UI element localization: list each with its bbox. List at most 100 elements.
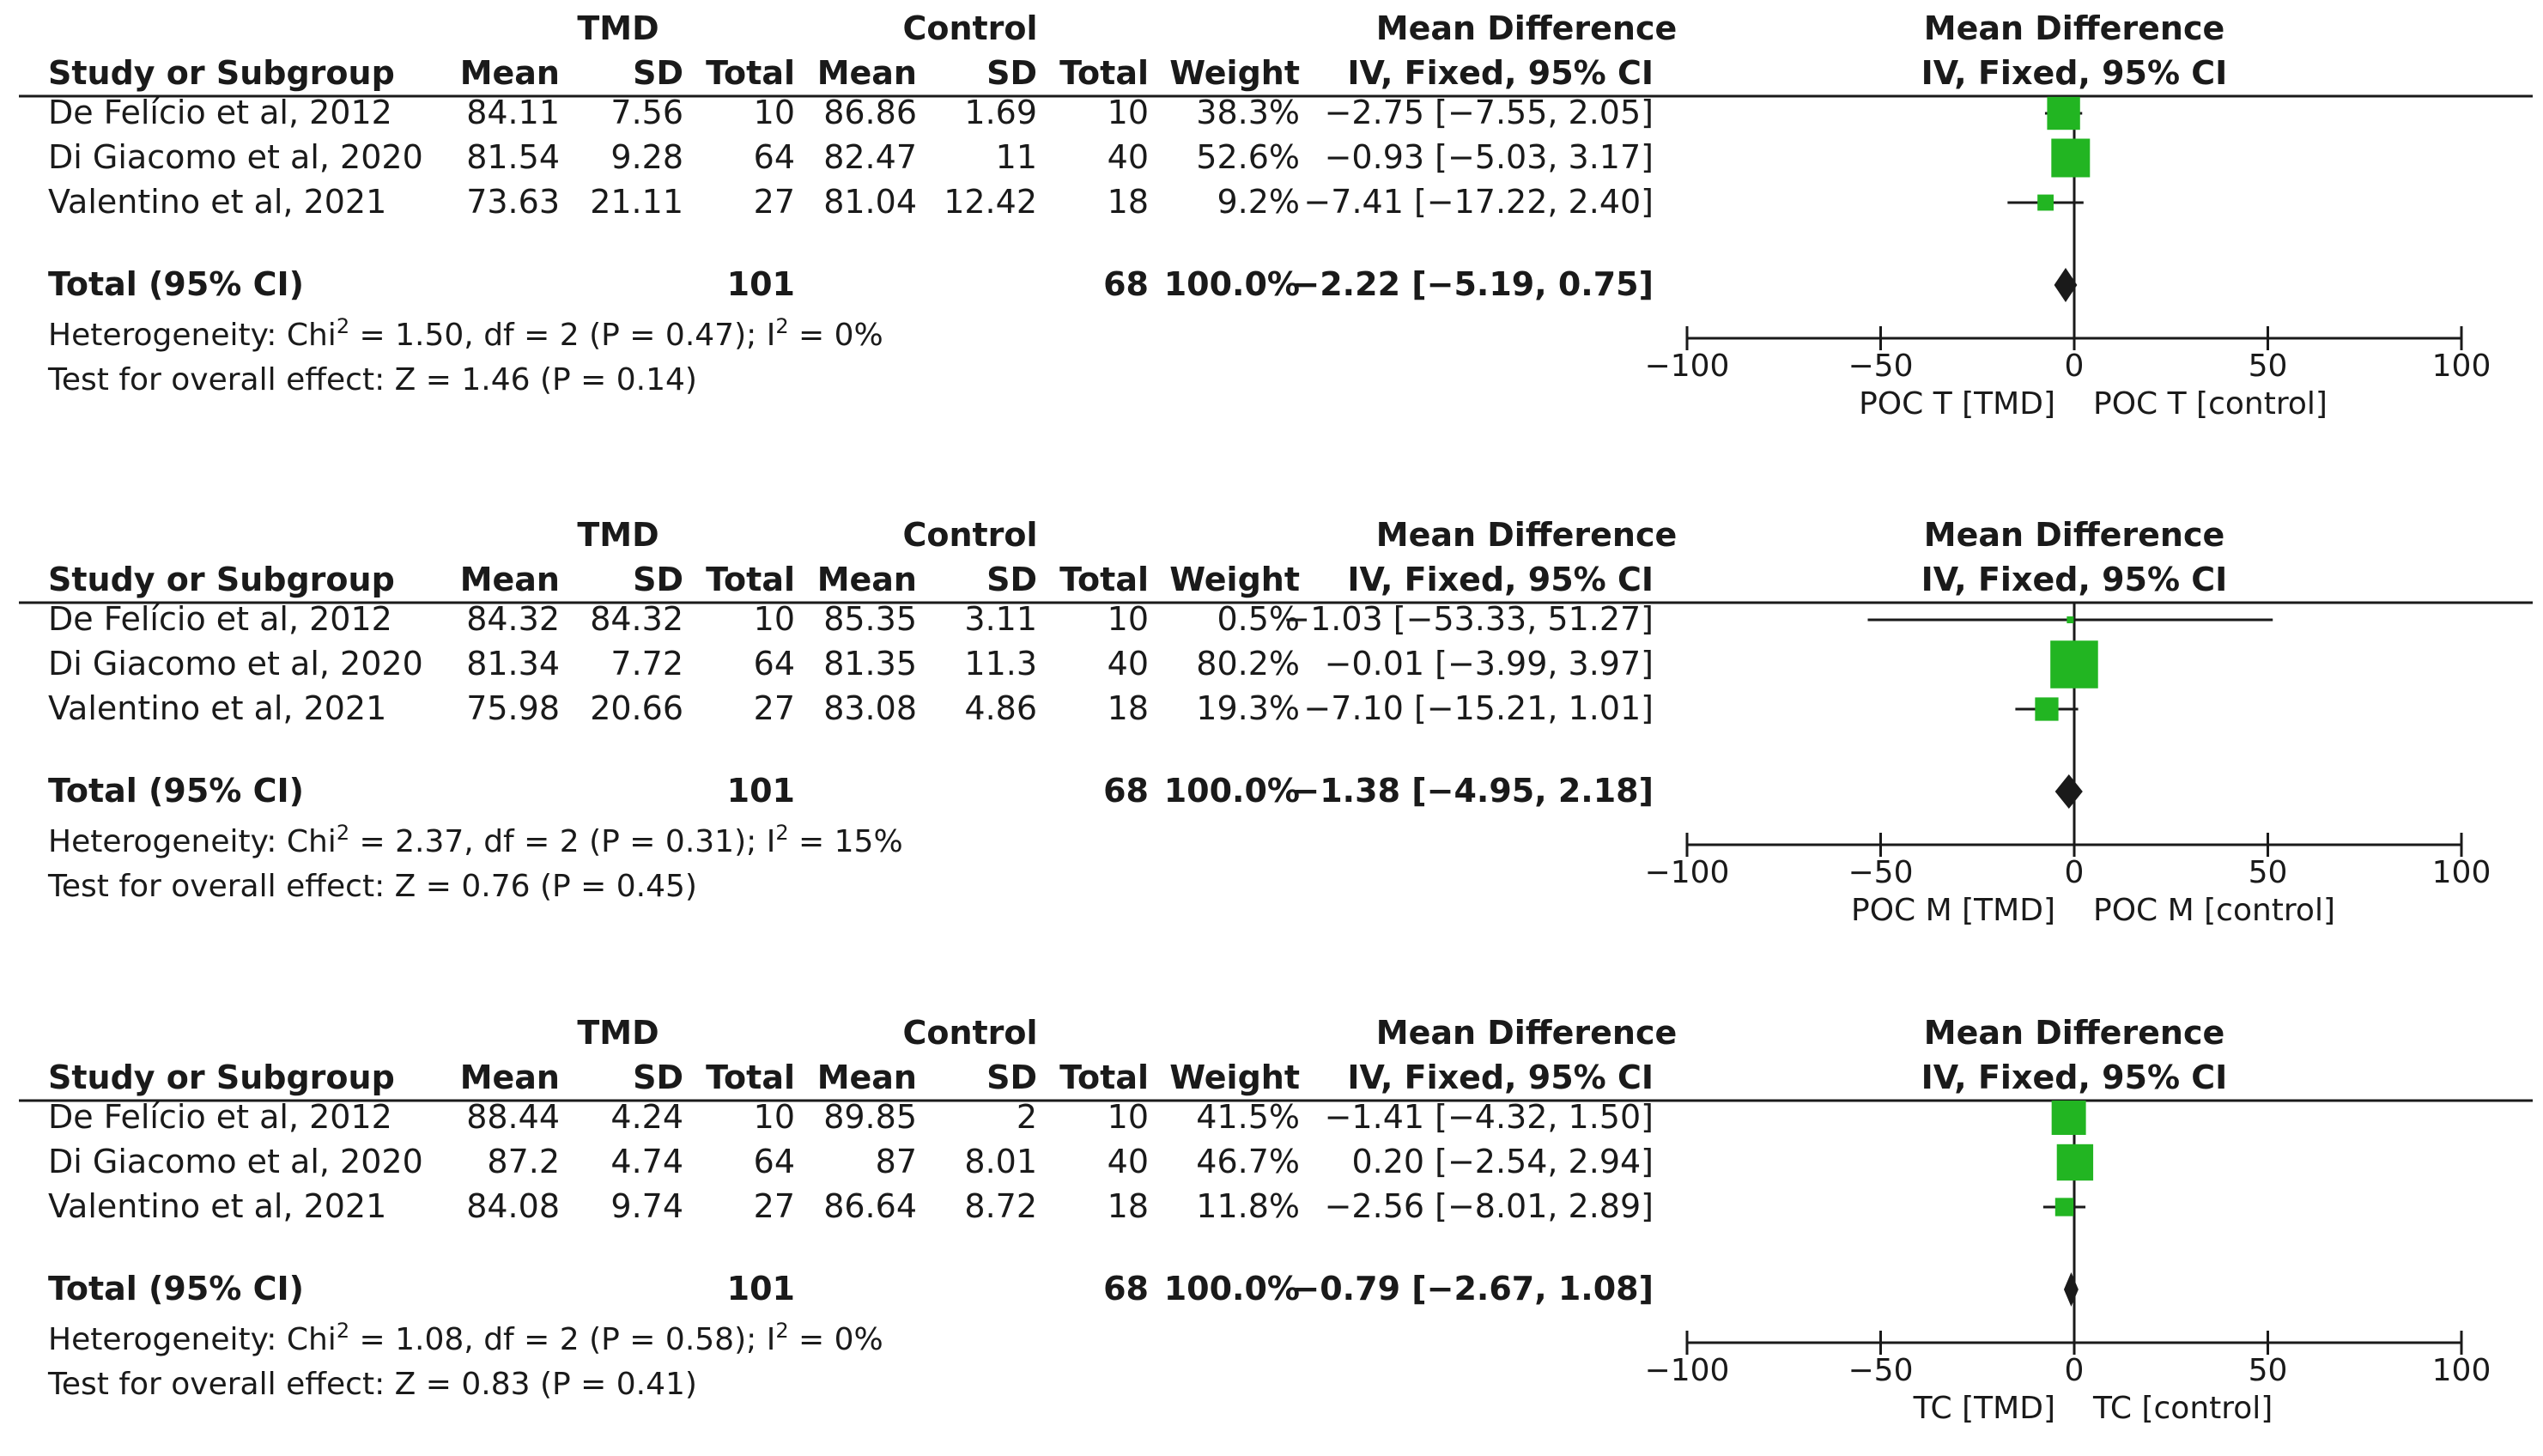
weight-value: 38.3% xyxy=(1196,94,1300,131)
favours-left-label: POC M [TMD] xyxy=(1851,893,2055,928)
x-tick-label: 0 xyxy=(2065,855,2085,890)
sd-1-value: 4.24 xyxy=(610,1098,683,1136)
study-row: Di Giacomo et al, 2020 81.54 9.28 64 82.47 11… xyxy=(48,138,2091,178)
heterogeneity-middle: = 2.37, df = 2 (P = 0.31); I xyxy=(349,824,775,859)
mean-2-value: 86.64 xyxy=(823,1187,917,1225)
total-label: Total (95% CI) xyxy=(48,1270,304,1307)
plot-subtitle: IV, Fixed, 95% CI xyxy=(1921,1059,2228,1096)
plot-title: Mean Difference xyxy=(1924,1014,2225,1052)
heterogeneity-middle: = 1.50, df = 2 (P = 0.47); I xyxy=(349,318,775,353)
mean-1-value: 84.08 xyxy=(466,1187,560,1225)
forest-panel-2: TMD Control Mean Difference Mean Difference… xyxy=(19,516,2533,928)
mean-2-value: 85.35 xyxy=(823,600,917,638)
md-column-title: Mean Difference xyxy=(1376,516,1678,554)
total-2-value: 18 xyxy=(1108,183,1149,221)
mean-2-value: 82.47 xyxy=(823,138,917,176)
sd-2-header: SD xyxy=(986,561,1037,598)
ci-value: −1.41 [−4.32, 1.50] xyxy=(1325,1098,1654,1136)
sd-1-value: 4.74 xyxy=(610,1143,683,1180)
effect-size-marker xyxy=(2047,96,2080,130)
sd-1-header: SD xyxy=(633,1059,683,1096)
sd-1-value: 9.74 xyxy=(610,1187,683,1225)
mean-2-header: Mean xyxy=(817,561,917,598)
weight-value: 41.5% xyxy=(1196,1098,1300,1136)
total-1-value: 27 xyxy=(754,689,795,727)
total-2-value: 40 xyxy=(1108,1143,1149,1180)
sd-1-value: 21.11 xyxy=(590,183,683,221)
total-1-value: 64 xyxy=(754,1143,795,1180)
mean-1-value: 81.34 xyxy=(466,645,560,682)
total-label: Total (95% CI) xyxy=(48,772,304,810)
total-n1: 101 xyxy=(727,772,795,810)
group-2-header: Control xyxy=(902,9,1037,47)
weight-value: 80.2% xyxy=(1196,645,1300,682)
ci-value: −0.01 [−3.99, 3.97] xyxy=(1325,645,1654,682)
mean-1-value: 84.32 xyxy=(466,600,560,638)
x-tick-label: 100 xyxy=(2432,855,2491,890)
study-row: De Felício et al, 2012 88.44 4.24 10 89.85 2 1… xyxy=(48,1098,2086,1136)
total-ci: −1.38 [−4.95, 2.18] xyxy=(1292,772,1654,810)
mean-1-value: 73.63 xyxy=(466,183,560,221)
group-1-header: TMD xyxy=(577,9,659,47)
heterogeneity-prefix: Heterogeneity: Chi xyxy=(48,1322,337,1357)
total-row: Total (95% CI) 101 68 100.0%−1.38 [−4.95, 2… xyxy=(48,772,2083,810)
heterogeneity-sup2: 2 xyxy=(775,314,788,338)
mean-2-value: 81.04 xyxy=(823,183,917,221)
heterogeneity-text: Heterogeneity: Chi 2 = 1.50, df = 2 (P = … xyxy=(48,314,883,353)
total-n1: 101 xyxy=(727,1270,795,1307)
total-2-value: 10 xyxy=(1108,600,1149,638)
weight-header: Weight xyxy=(1169,54,1300,92)
effect-size-marker xyxy=(2037,194,2054,211)
sd-1-value: 20.66 xyxy=(590,689,683,727)
study-name: De Felício et al, 2012 xyxy=(48,1098,392,1136)
total-n2: 68 xyxy=(1103,265,1149,303)
sd-2-value: 11 xyxy=(996,138,1037,176)
mean-1-header: Mean xyxy=(460,54,560,92)
effect-size-marker xyxy=(2051,138,2091,178)
total-row: Total (95% CI) 101 68 100.0%−2.22 [−5.19, 0… xyxy=(48,265,2078,303)
plot-subtitle: IV, Fixed, 95% CI xyxy=(1921,561,2228,598)
study-row: Di Giacomo et al, 2020 87.2 4.74 64 87 8.01 40… xyxy=(48,1143,2094,1181)
sd-2-header: SD xyxy=(986,54,1037,92)
ci-value: −1.03 [−53.33, 51.27] xyxy=(1283,600,1654,638)
heterogeneity-text: Heterogeneity: Chi2 = 1.08, df = 2 (P = … xyxy=(48,1319,883,1357)
effect-size-marker xyxy=(2050,640,2098,689)
study-row: Valentino et al, 2021 73.63 21.11 27 81.04 12… xyxy=(48,183,2084,221)
overall-effect-text: Test for overall effect: Z = 0.83 (P = 0… xyxy=(47,1367,697,1402)
mean-2-value: 87 xyxy=(876,1143,917,1180)
plot-title: Mean Difference xyxy=(1924,516,2225,554)
x-tick-label: 100 xyxy=(2432,349,2491,384)
heterogeneity-prefix: Heterogeneity: Chi xyxy=(48,318,337,353)
total-ci: −0.79 [−2.67, 1.08] xyxy=(1292,1270,1654,1307)
study-name: Di Giacomo et al, 2020 xyxy=(48,1143,423,1180)
group-2-header: Control xyxy=(902,516,1037,554)
study-name: De Felício et al, 2012 xyxy=(48,600,392,638)
study-name: De Felício et al, 2012 xyxy=(48,94,392,131)
favours-right-label: POC T [control] xyxy=(2093,386,2328,422)
effect-size-marker xyxy=(2067,616,2074,623)
favours-right-label: POC M [control] xyxy=(2093,893,2335,928)
total-1-value: 10 xyxy=(754,600,795,638)
forest-panel-3: TMD Control Mean Difference Mean Difference… xyxy=(19,1014,2533,1426)
effect-size-marker xyxy=(2051,1101,2086,1135)
study-name: Valentino et al, 2021 xyxy=(48,1187,386,1225)
total-1-header: Total xyxy=(706,54,795,92)
group-1-header: TMD xyxy=(577,516,659,554)
ci-value: −0.93 [−5.03, 3.17] xyxy=(1325,138,1654,176)
effect-size-marker xyxy=(2035,697,2059,721)
heterogeneity-sup: 2 xyxy=(337,1319,349,1343)
ci-value: 0.20 [−2.54, 2.94] xyxy=(1351,1143,1654,1180)
study-row: De Felício et al, 2012 84.11 7.56 10 86.86 1.… xyxy=(48,94,2083,131)
total-2-value: 18 xyxy=(1108,689,1149,727)
effect-size-marker xyxy=(2056,1144,2094,1181)
mean-1-header: Mean xyxy=(460,561,560,598)
sd-1-header: SD xyxy=(633,561,683,598)
x-tick-label: 50 xyxy=(2249,855,2288,890)
heterogeneity-suffix: = 15% xyxy=(789,824,903,859)
md-column-subtitle: IV, Fixed, 95% CI xyxy=(1347,54,1654,92)
study-row: De Felício et al, 2012 84.32 84.32 10 85.35 3… xyxy=(48,600,2273,638)
total-1-value: 27 xyxy=(754,1187,795,1225)
heterogeneity-text: Heterogeneity: Chi2 = 2.37, df = 2 (P = … xyxy=(48,821,903,859)
weight-value: 0.5% xyxy=(1217,600,1300,638)
sd-1-value: 9.28 xyxy=(610,138,683,176)
